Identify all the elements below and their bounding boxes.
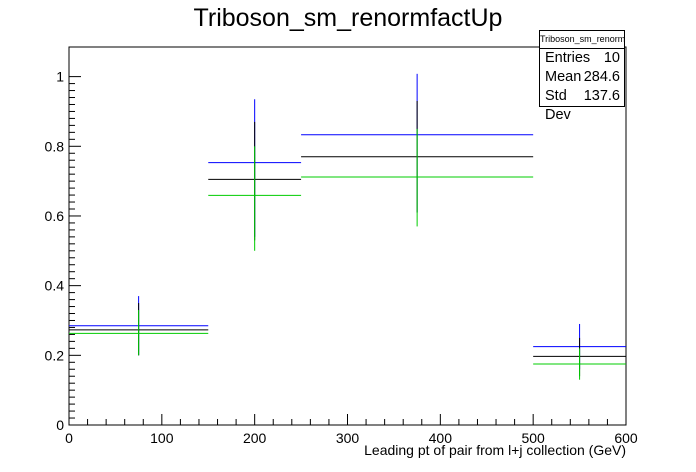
chart-title: Triboson_sm_renormfactUp [193,4,503,32]
y-tick-label: 0.2 [45,347,65,363]
x-tick-label: 0 [65,430,73,446]
stats-stddev-label: Std Dev [545,88,571,123]
y-tick-label: 0.8 [45,138,65,154]
series-layer [69,73,626,380]
y-tick-label: 0.6 [45,208,65,224]
x-tick-label: 400 [429,430,453,446]
x-tick-label: 600 [614,430,638,446]
stats-row-mean: Mean 284.6 [540,68,624,87]
x-tick-label: 300 [336,430,360,446]
stats-box: Triboson_sm_renormfactUp Entries 10 Mean… [539,30,625,123]
stats-mean-label: Mean [545,69,582,85]
x-tick-label: 100 [150,430,174,446]
stats-mean-value: 284.6 [583,69,620,85]
stats-entries-value: 10 [603,50,620,66]
stats-title: Triboson_sm_renormfactUp [540,31,624,49]
axes: 0 100 200 300 400 500 600 0 0.2 0.4 0.6 0.8 1 [45,69,638,446]
stats-entries-label: Entries [545,50,591,66]
stats-row-entries: Entries 10 [540,49,624,68]
x-tick-label: 200 [243,430,267,446]
x-tick-label: 500 [521,430,545,446]
x-axis-title: Leading pt of pair from l+j collection (… [364,442,626,458]
stats-stddev-value: 137.6 [583,88,620,104]
stats-row-stddev: Std Dev 137.6 [540,87,624,125]
y-tick-label: 0.4 [45,278,65,294]
y-tick-label: 1 [56,69,64,85]
y-tick-label: 0 [56,417,64,433]
